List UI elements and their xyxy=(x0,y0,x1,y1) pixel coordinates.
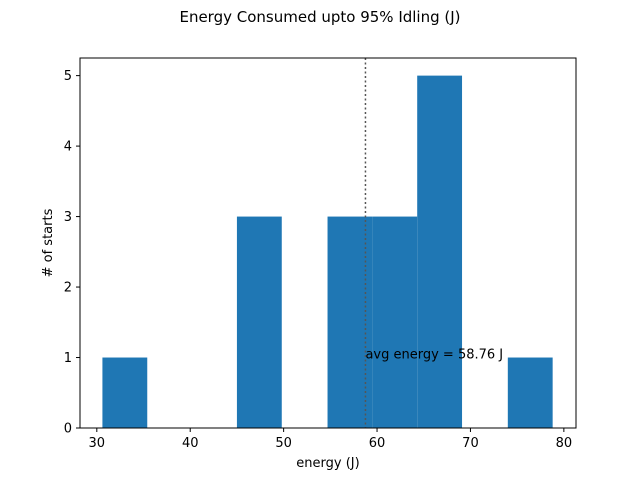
x-tick-label: 30 xyxy=(89,436,106,451)
x-tick-label: 60 xyxy=(369,436,386,451)
y-tick-label: 3 xyxy=(64,210,72,225)
y-tick-label: 0 xyxy=(64,422,72,437)
y-axis-ticks: 0 1 2 3 4 5 xyxy=(64,69,80,437)
x-axis-label: energy (J) xyxy=(296,456,359,471)
axes-frame xyxy=(79,57,577,429)
x-tick-label: 50 xyxy=(275,436,292,451)
x-tick-label: 70 xyxy=(462,436,479,451)
y-axis-label: # of starts xyxy=(41,208,56,277)
histogram-bar xyxy=(372,216,418,428)
y-tick-label: 1 xyxy=(64,351,72,366)
y-tick-label: 4 xyxy=(64,140,72,155)
x-axis-ticks: 30 40 50 60 70 80 xyxy=(89,428,573,451)
y-tick-label: 5 xyxy=(64,69,72,84)
y-tick-label: 2 xyxy=(64,281,72,296)
histogram-bar xyxy=(507,357,553,428)
histogram-bar xyxy=(417,75,463,428)
average-annotation: avg energy = 58.76 J xyxy=(365,348,503,363)
chart-title: Energy Consumed upto 95% Idling (J) xyxy=(179,8,460,26)
histogram-bar xyxy=(236,216,282,428)
x-tick-label: 40 xyxy=(182,436,199,451)
x-tick-label: 80 xyxy=(556,436,573,451)
histogram-bar xyxy=(102,357,148,428)
